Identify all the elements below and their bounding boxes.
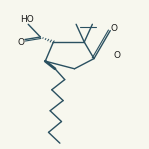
Text: HO: HO bbox=[21, 15, 34, 24]
Text: O: O bbox=[111, 24, 118, 33]
Text: O: O bbox=[113, 51, 120, 60]
Text: O: O bbox=[17, 38, 24, 47]
